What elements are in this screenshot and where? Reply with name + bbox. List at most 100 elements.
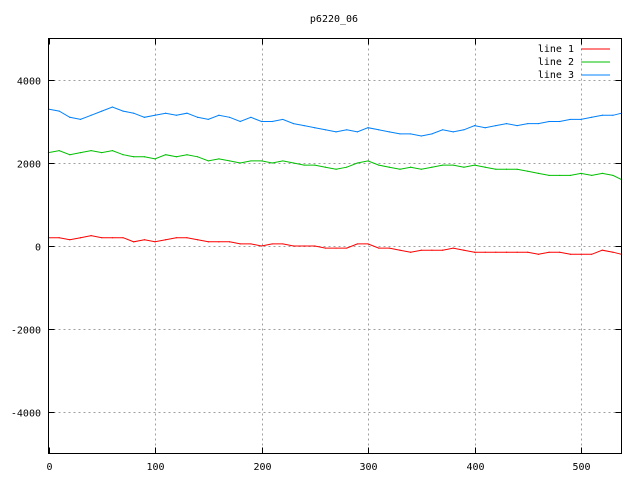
data-point xyxy=(580,172,582,174)
data-point xyxy=(260,160,263,162)
data-point xyxy=(175,114,177,116)
data-point xyxy=(580,118,582,121)
data-point xyxy=(378,164,380,166)
legend-label: line 3 xyxy=(538,70,574,81)
data-point xyxy=(388,247,390,249)
data-point xyxy=(601,249,603,251)
data-point xyxy=(303,125,305,127)
data-point xyxy=(111,149,114,152)
data-point xyxy=(218,241,220,243)
data-point xyxy=(314,245,316,247)
plot-border xyxy=(48,38,622,454)
data-point xyxy=(473,251,476,253)
data-point xyxy=(601,172,603,174)
data-point xyxy=(239,120,241,123)
x-tick-label: 0 xyxy=(46,462,52,473)
data-point xyxy=(79,237,82,239)
data-point xyxy=(463,249,465,251)
data-point xyxy=(292,162,295,164)
data-point xyxy=(399,168,401,170)
x-tick-label: 300 xyxy=(359,462,377,473)
data-point xyxy=(335,168,337,170)
data-point xyxy=(431,166,433,168)
data-point xyxy=(441,129,444,131)
data-point xyxy=(324,166,327,168)
data-point xyxy=(101,110,103,112)
data-point xyxy=(154,158,156,160)
data-point xyxy=(569,174,571,177)
data-point xyxy=(197,239,199,241)
legend: line 1 line 2 line 3 xyxy=(538,44,610,81)
data-point xyxy=(133,156,135,158)
data-point xyxy=(207,160,209,162)
data-point xyxy=(537,172,540,174)
data-point xyxy=(143,116,145,118)
data-point xyxy=(58,110,60,112)
data-point xyxy=(473,125,476,127)
data-point xyxy=(79,118,82,121)
data-point xyxy=(548,251,550,253)
data-point xyxy=(505,168,508,170)
series-line-1 xyxy=(48,235,622,255)
data-point xyxy=(271,162,273,164)
data-point xyxy=(516,125,518,127)
y-tick-label: 4000 xyxy=(17,77,41,88)
data-point xyxy=(90,114,92,116)
data-point xyxy=(356,243,358,245)
x-tick-label: 100 xyxy=(146,462,164,473)
data-point xyxy=(346,247,348,249)
data-point xyxy=(250,160,252,162)
data-point xyxy=(527,170,529,172)
data-point xyxy=(218,114,220,116)
legend-label: line 1 xyxy=(538,44,574,55)
data-point xyxy=(186,154,188,156)
data-point xyxy=(591,116,593,118)
data-point xyxy=(463,166,465,168)
data-point xyxy=(175,237,177,239)
data-point xyxy=(133,241,135,243)
data-point xyxy=(548,120,550,123)
data-point xyxy=(282,243,284,245)
data-point xyxy=(218,158,220,160)
data-point xyxy=(537,122,540,125)
data-point xyxy=(207,241,209,243)
data-point xyxy=(420,135,422,137)
data-point xyxy=(314,164,316,166)
data-point xyxy=(122,237,124,239)
x-tick-label: 200 xyxy=(253,462,271,473)
data-point xyxy=(143,156,145,158)
axis-ticks: 0 100 200 300 400 500 -4000 -2000 0 2000 4000 xyxy=(11,38,622,473)
data-point xyxy=(473,164,476,166)
data-point xyxy=(431,133,433,135)
data-point xyxy=(346,129,348,131)
series-line-3 xyxy=(48,106,622,137)
data-point xyxy=(282,160,284,162)
data-point xyxy=(303,164,305,166)
data-point xyxy=(282,118,284,121)
data-point xyxy=(516,168,518,170)
data-point xyxy=(260,120,263,123)
x-tick-label: 500 xyxy=(572,462,590,473)
legend-label: line 2 xyxy=(538,57,574,68)
data-point xyxy=(239,243,241,245)
data-point xyxy=(388,166,390,168)
data-point xyxy=(505,251,508,253)
data-point xyxy=(165,112,167,114)
data-point xyxy=(559,251,561,253)
data-point xyxy=(367,127,369,129)
data-point xyxy=(356,131,358,133)
data-point xyxy=(260,245,263,247)
data-point xyxy=(484,251,486,253)
data-point xyxy=(122,154,124,156)
data-point xyxy=(356,162,358,164)
y-tick-label: 2000 xyxy=(17,160,41,171)
data-point xyxy=(69,154,71,156)
data-point xyxy=(197,116,199,118)
data-point xyxy=(463,129,465,131)
data-point xyxy=(101,152,103,154)
data-point xyxy=(388,131,390,133)
data-point xyxy=(410,166,412,168)
data-point xyxy=(303,245,305,247)
data-point xyxy=(527,251,529,253)
data-point xyxy=(569,118,571,121)
